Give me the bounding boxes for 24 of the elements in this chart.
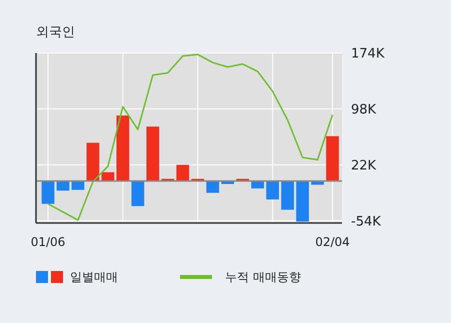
bar — [116, 116, 130, 182]
bar — [131, 181, 144, 206]
bar — [56, 181, 70, 191]
line-series — [47, 54, 334, 221]
bar — [296, 181, 309, 222]
bar — [176, 164, 190, 182]
bar — [326, 136, 339, 182]
legend-label: 일별매매 — [70, 270, 118, 284]
y-tick-label: 174K — [351, 46, 385, 62]
bar — [42, 181, 54, 204]
legend-label: 누적 매매동향 — [225, 270, 301, 284]
bar — [146, 126, 160, 182]
x-tick-label: 01/06 — [30, 235, 66, 249]
bar — [102, 172, 114, 182]
bar — [72, 181, 84, 190]
bar — [86, 142, 100, 182]
bar — [206, 181, 220, 193]
bar — [266, 181, 279, 200]
bar — [281, 181, 294, 210]
x-tick-label: 02/04 — [315, 235, 350, 249]
y-tick-label: 22K — [351, 158, 377, 174]
chart-title: 외국인 — [36, 25, 75, 40]
y-tick-label: 98K — [351, 102, 377, 118]
y-tick-label: -54K — [351, 214, 382, 230]
